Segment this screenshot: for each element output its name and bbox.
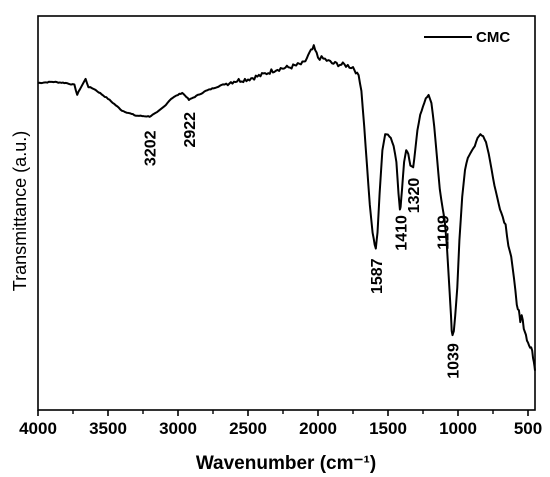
legend: CMC <box>424 29 510 46</box>
peak-label-1109: 1109 <box>436 215 453 250</box>
peak-label-1039: 1039 <box>446 343 463 379</box>
plot-layer <box>37 44 536 371</box>
x-tick-label: 1500 <box>369 419 407 438</box>
peak-label-1587: 1587 <box>369 258 386 294</box>
plot-frame <box>37 15 536 411</box>
peak-label-1320: 1320 <box>406 178 423 214</box>
series-line-cmc <box>37 44 536 371</box>
x-tick-label: 2500 <box>229 419 267 438</box>
x-axis-title: Wavenumber (cm⁻¹) <box>196 453 376 474</box>
x-tick-label: 1000 <box>439 419 477 438</box>
x-tick-label: 2000 <box>299 419 337 438</box>
peak-label-2922: 2922 <box>182 112 199 148</box>
x-tick-label: 3000 <box>159 419 197 438</box>
x-tick-label: 3500 <box>89 419 127 438</box>
peak-label-3202: 3202 <box>143 130 160 166</box>
axis-layer: 4000 3500 3000 2500 2000 1500 1000 500 3202 2922 1… <box>19 15 542 438</box>
y-axis-title: Transmittance (a.u.) <box>10 131 30 291</box>
x-tick-label: 4000 <box>19 419 57 438</box>
peak-label-1410: 1410 <box>394 215 411 251</box>
legend-entry: CMC <box>476 29 510 46</box>
x-tick-label: 500 <box>514 419 542 438</box>
